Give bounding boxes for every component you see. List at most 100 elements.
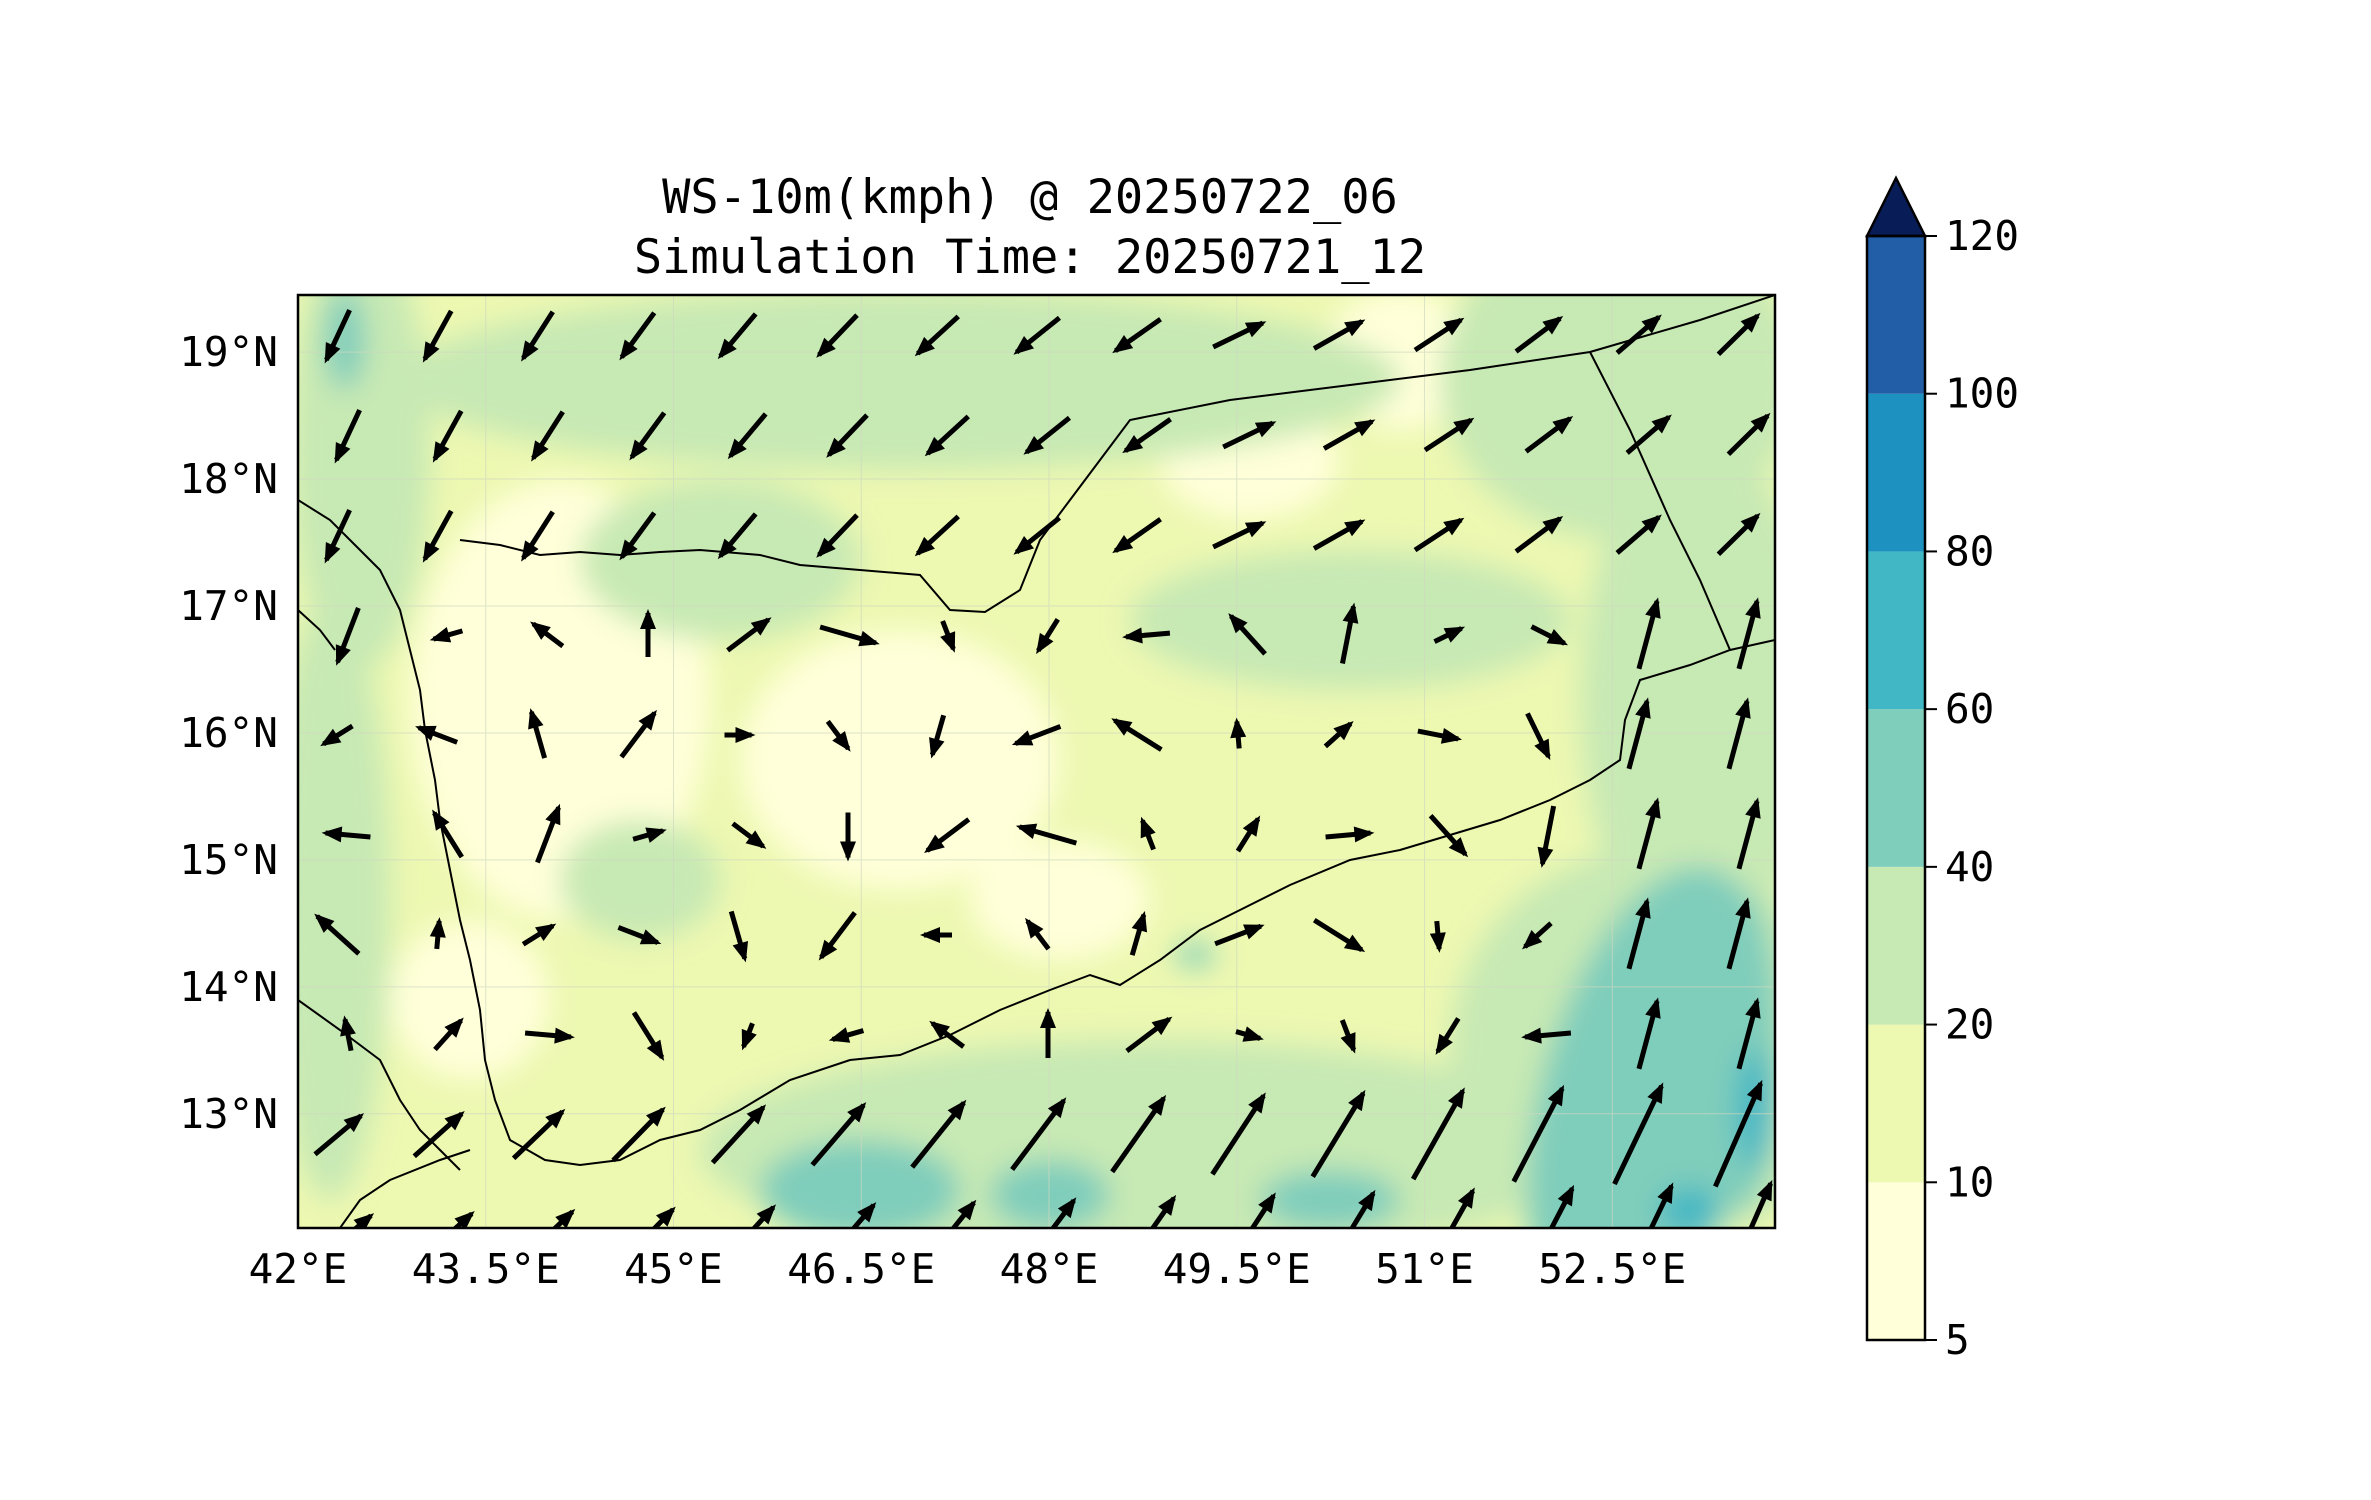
wind-arrow xyxy=(1228,613,1267,656)
wind-arrow xyxy=(1312,519,1366,551)
wind-arrow xyxy=(429,627,464,643)
wind-arrow xyxy=(1429,920,1446,953)
wind-arrow xyxy=(1736,797,1761,870)
wind-arrow xyxy=(1525,712,1551,761)
colorbar-tick-label: 40 xyxy=(1945,843,1994,891)
wind-arrow xyxy=(1222,420,1277,450)
wind-arrow xyxy=(1025,917,1051,951)
wind-arrow xyxy=(1235,1026,1264,1042)
wind-arrow xyxy=(1726,897,1751,970)
wind-arrow xyxy=(929,1020,966,1049)
wind-arrow xyxy=(1524,416,1574,454)
x-tick-label: 43.5°E xyxy=(412,1245,560,1293)
wind-arrow xyxy=(1537,805,1557,868)
wind-arrow xyxy=(1736,597,1761,670)
wind-arrow xyxy=(629,411,667,461)
wind-arrow xyxy=(1449,1187,1476,1228)
wind-arrow xyxy=(640,609,656,657)
wind-arrow xyxy=(741,1022,757,1051)
wind-arrow xyxy=(1636,797,1661,870)
wind-arrow xyxy=(1615,514,1662,555)
wind-arrow xyxy=(1010,1097,1067,1171)
wind-arrow xyxy=(1514,516,1564,554)
wind-arrow xyxy=(726,617,772,653)
wind-arrow xyxy=(313,1113,365,1157)
wind-arrow xyxy=(1013,315,1062,355)
wind-arrow xyxy=(324,509,352,564)
y-tick-label: 17°N xyxy=(179,582,278,630)
wind-arrow xyxy=(717,512,758,560)
wind-arrow xyxy=(1413,517,1465,553)
wind-arrow xyxy=(1736,997,1761,1070)
wind-arrow xyxy=(1023,415,1072,455)
wind-arrow xyxy=(727,412,768,460)
wind-arrow xyxy=(1748,1179,1773,1228)
wind-arrow xyxy=(1129,910,1148,956)
wind-arrow xyxy=(617,925,662,945)
wind-arrow xyxy=(1648,1182,1674,1228)
wind-arrow xyxy=(1015,823,1078,846)
wind-arrow xyxy=(1726,697,1751,770)
wind-arrow xyxy=(816,513,859,558)
wind-arrow xyxy=(619,511,657,561)
colorbar-frame xyxy=(1865,234,1927,1342)
wind-arrow xyxy=(1140,816,1156,851)
wind-arrow xyxy=(1626,897,1651,970)
colorbar-tick-label: 80 xyxy=(1945,527,1994,575)
x-tick-label: 46.5°E xyxy=(787,1245,935,1293)
wind-arrow xyxy=(314,913,361,956)
wind-arrow xyxy=(1312,319,1366,351)
wind-arrow xyxy=(1636,997,1661,1070)
gridlines xyxy=(298,295,1775,1228)
wind-arrow xyxy=(1325,826,1375,843)
wind-vectors xyxy=(313,309,1773,1228)
wind-arrow xyxy=(717,312,758,360)
wind-arrow xyxy=(1428,814,1469,858)
wind-arrow xyxy=(1726,412,1771,457)
wind-arrow xyxy=(1112,517,1162,554)
wind-arrow xyxy=(1235,815,1261,853)
wind-arrow xyxy=(1530,624,1569,646)
wind-arrow xyxy=(452,1211,475,1228)
wind-arrow xyxy=(1011,724,1062,746)
wind-arrow xyxy=(1522,921,1553,950)
wind-arrow xyxy=(1636,597,1661,670)
wind-arrow xyxy=(1625,414,1672,455)
x-tick-label: 48°E xyxy=(1000,1245,1099,1293)
wind-arrow xyxy=(1615,314,1662,355)
wind-arrow xyxy=(910,1099,967,1169)
wind-arrow xyxy=(1514,316,1564,354)
colorbar-segment xyxy=(1867,866,1925,1025)
wind-arrow xyxy=(1339,1019,1357,1054)
map-title: WS-10m(kmph) @ 20250722_06 Simulation Ti… xyxy=(270,168,1790,288)
wind-arrow xyxy=(432,809,464,859)
wind-arrow xyxy=(535,803,561,864)
wind-arrow xyxy=(335,607,361,666)
wind-arrow xyxy=(340,1015,356,1052)
wind-arrow xyxy=(828,1027,865,1043)
wind-arrow xyxy=(531,410,565,462)
wind-arrow xyxy=(429,917,446,950)
wind-arrow xyxy=(321,826,371,843)
colorbar-segment xyxy=(1867,709,1925,867)
wind-arrow xyxy=(521,310,555,362)
x-tick-label: 49.5°E xyxy=(1163,1245,1311,1293)
map-frame xyxy=(296,293,1777,1230)
wind-arrow xyxy=(731,821,767,849)
wind-arrow xyxy=(1210,1092,1266,1176)
wind-arrow xyxy=(1417,728,1463,744)
wind-arrow xyxy=(324,309,352,364)
wind-arrow xyxy=(1212,320,1267,350)
wind-arrow xyxy=(619,311,657,361)
wind-arrow xyxy=(924,817,971,854)
wind-arrow xyxy=(724,727,756,743)
colorbar-segment xyxy=(1867,1024,1925,1183)
wind-arrow xyxy=(1410,1087,1466,1181)
wind-arrow xyxy=(929,714,947,759)
colorbar-tick-label: 60 xyxy=(1945,685,1994,733)
wind-arrow xyxy=(1214,923,1265,947)
y-tick-label: 19°N xyxy=(179,328,278,376)
wind-arrow xyxy=(1122,627,1171,644)
wind-arrow xyxy=(914,314,960,357)
